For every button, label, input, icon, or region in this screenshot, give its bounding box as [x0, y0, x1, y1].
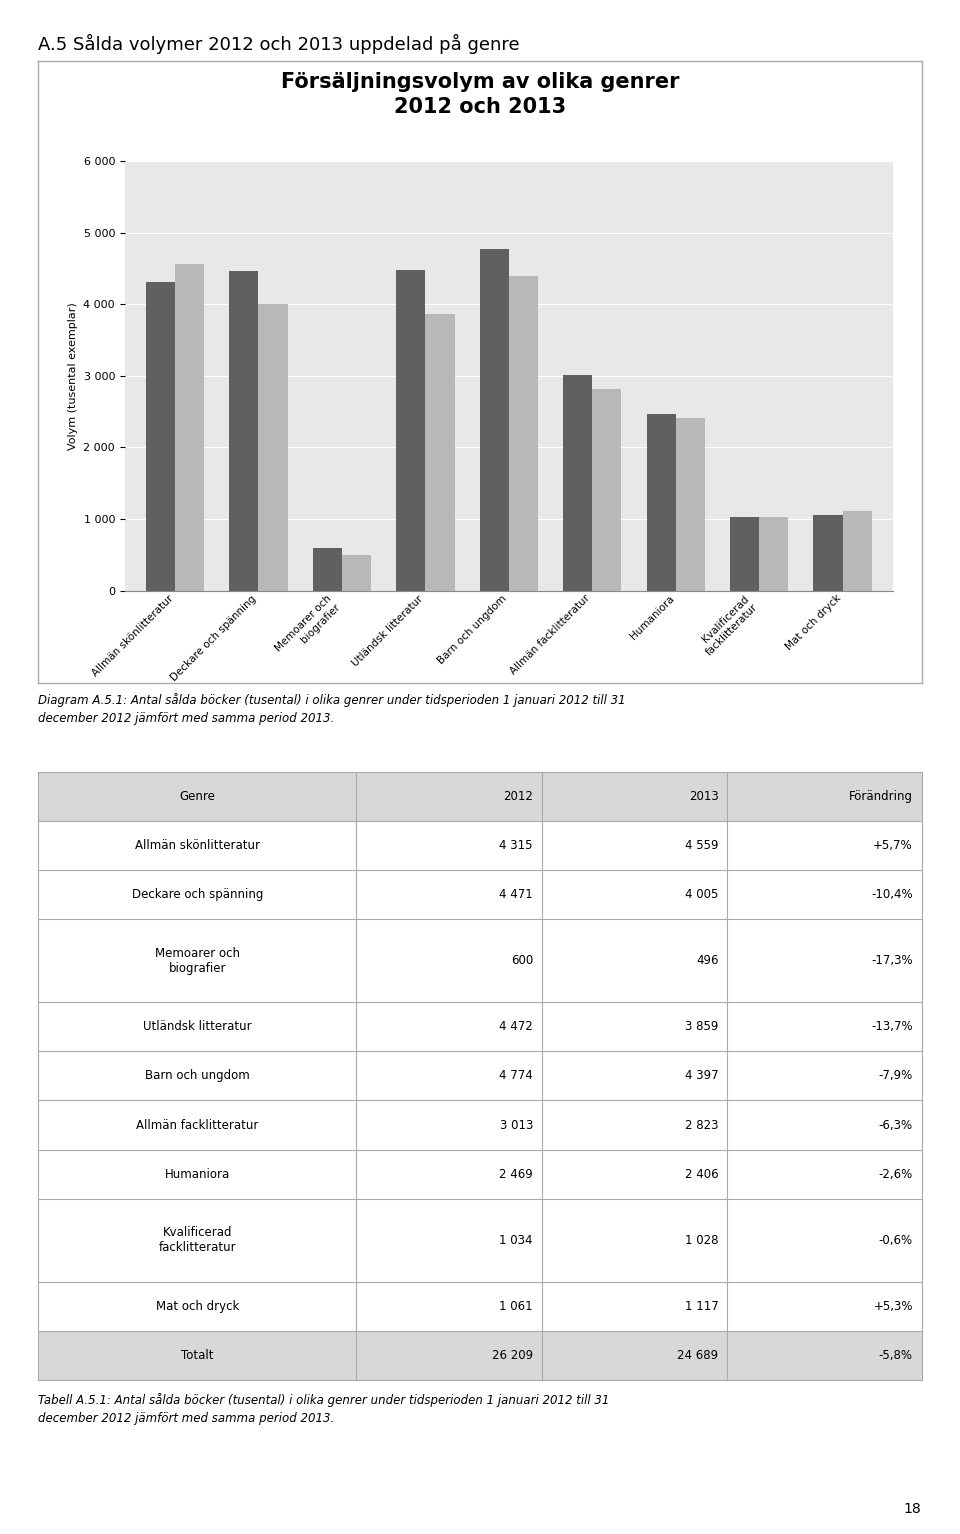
Text: 1 117: 1 117	[684, 1301, 718, 1313]
Bar	[258, 304, 288, 591]
Text: Allmän facklitteratur: Allmän facklitteratur	[136, 1118, 258, 1132]
Bar	[509, 276, 538, 591]
Bar	[425, 314, 454, 591]
Bar	[342, 555, 372, 591]
Text: 4 559: 4 559	[685, 839, 718, 851]
Bar	[480, 249, 509, 591]
Y-axis label: Volym (tusental exemplar): Volym (tusental exemplar)	[68, 302, 78, 449]
Text: Totalt: Totalt	[181, 1350, 214, 1362]
Bar	[38, 772, 356, 821]
Text: 24 689: 24 689	[678, 1350, 718, 1362]
Text: 2013: 2013	[688, 790, 718, 802]
Text: 496: 496	[696, 954, 718, 966]
Text: 2 823: 2 823	[685, 1118, 718, 1132]
Text: 4 315: 4 315	[499, 839, 533, 851]
Text: 3 859: 3 859	[685, 1020, 718, 1034]
Bar	[396, 270, 425, 591]
Text: 1 061: 1 061	[499, 1301, 533, 1313]
Text: Mat och dryck: Mat och dryck	[156, 1301, 239, 1313]
Text: 26 209: 26 209	[492, 1350, 533, 1362]
Text: 1 034: 1 034	[499, 1233, 533, 1247]
Text: +5,7%: +5,7%	[874, 839, 913, 851]
Bar	[175, 264, 204, 591]
Bar	[313, 548, 342, 591]
Text: 2012: 2012	[503, 790, 533, 802]
Bar	[592, 388, 621, 591]
Bar	[759, 517, 788, 591]
Text: 600: 600	[511, 954, 533, 966]
Bar	[564, 374, 592, 591]
Bar	[38, 1332, 356, 1381]
Text: Kvalificerad
facklitteratur: Kvalificerad facklitteratur	[158, 1226, 236, 1255]
Text: 4 397: 4 397	[684, 1069, 718, 1083]
Bar	[728, 1332, 922, 1381]
Text: Humaniora: Humaniora	[165, 1167, 230, 1181]
Text: Memoarer och
biografier: Memoarer och biografier	[155, 946, 240, 974]
Bar	[646, 414, 676, 591]
Text: -7,9%: -7,9%	[878, 1069, 913, 1083]
Text: Försäljningsvolym av olika genrer
2012 och 2013: Försäljningsvolym av olika genrer 2012 o…	[280, 72, 680, 117]
Bar	[813, 514, 843, 591]
Bar	[541, 1332, 728, 1381]
Bar	[229, 270, 258, 591]
Text: -10,4%: -10,4%	[871, 888, 913, 900]
Text: Tabell A.5.1: Antal sålda böcker (tusental) i olika genrer under tidsperioden 1 : Tabell A.5.1: Antal sålda böcker (tusent…	[38, 1393, 610, 1425]
Text: Deckare och spänning: Deckare och spänning	[132, 888, 263, 900]
Text: 1 028: 1 028	[685, 1233, 718, 1247]
Text: Förändring: Förändring	[849, 790, 913, 802]
Bar	[146, 282, 175, 591]
Bar	[730, 517, 759, 591]
Text: Genre: Genre	[180, 790, 215, 802]
Text: 2 469: 2 469	[499, 1167, 533, 1181]
Bar	[676, 419, 705, 591]
Text: Diagram A.5.1: Antal sålda böcker (tusental) i olika genrer under tidsperioden 1: Diagram A.5.1: Antal sålda böcker (tusen…	[38, 693, 626, 726]
Text: -13,7%: -13,7%	[871, 1020, 913, 1034]
Text: 4 471: 4 471	[499, 888, 533, 900]
Text: 4 005: 4 005	[685, 888, 718, 900]
Text: -0,6%: -0,6%	[878, 1233, 913, 1247]
Text: Barn och ungdom: Barn och ungdom	[145, 1069, 250, 1083]
Text: -2,6%: -2,6%	[878, 1167, 913, 1181]
Text: 4 774: 4 774	[499, 1069, 533, 1083]
Bar	[541, 772, 728, 821]
Text: -5,8%: -5,8%	[878, 1350, 913, 1362]
Text: 4 472: 4 472	[499, 1020, 533, 1034]
Text: -17,3%: -17,3%	[871, 954, 913, 966]
Text: 3 013: 3 013	[499, 1118, 533, 1132]
Text: 2 406: 2 406	[684, 1167, 718, 1181]
Text: +5,3%: +5,3%	[874, 1301, 913, 1313]
Text: 18: 18	[904, 1502, 922, 1516]
Text: -6,3%: -6,3%	[878, 1118, 913, 1132]
Text: A.5 Sålda volymer 2012 och 2013 uppdelad på genre: A.5 Sålda volymer 2012 och 2013 uppdelad…	[38, 34, 520, 54]
Bar	[843, 511, 872, 591]
Text: Allmän skönlitteratur: Allmän skönlitteratur	[134, 839, 260, 851]
Bar	[356, 1332, 541, 1381]
Bar	[728, 772, 922, 821]
Bar	[356, 772, 541, 821]
Legend: 2012-01-01 - 2012-12-31, 2013-01-01 - 2013-12-31: 2012-01-01 - 2012-12-31, 2013-01-01 - 20…	[258, 799, 636, 821]
Text: Utländsk litteratur: Utländsk litteratur	[143, 1020, 252, 1034]
